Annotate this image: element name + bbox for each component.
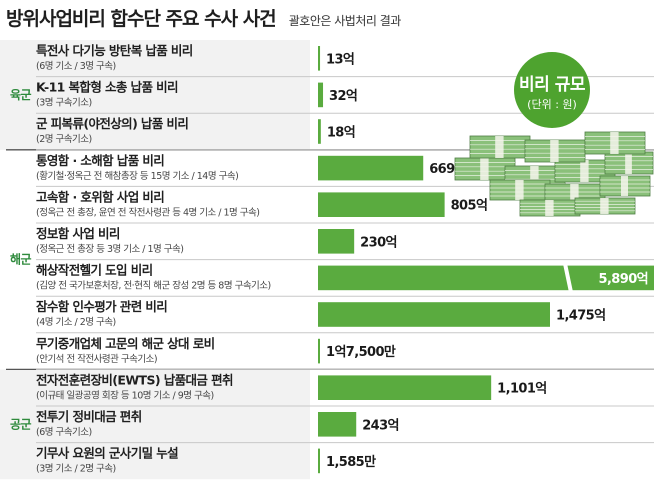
money-stack-illustration: [454, 131, 654, 217]
category-detail: (정옥근 전 총장 등 3명 기소 / 1명 구속): [36, 244, 183, 255]
value-label: 230억: [360, 235, 397, 250]
bar: [318, 192, 445, 217]
unit-badge-title: 비리 규모: [519, 75, 586, 95]
category-label: 해상작전헬기 도입 비리: [36, 263, 153, 278]
category-detail: (2명 구속기소): [36, 134, 92, 145]
bar: [318, 302, 550, 327]
value-label: 805억: [451, 199, 488, 214]
category-detail: (6명 기소 / 3명 구속): [36, 61, 116, 72]
chart-row: 무기중개업체 고문의 해군 상대 로비 (안기석 전 작전사령관 구속기소) 1억7…: [36, 332, 654, 365]
chart-row: 특전사 다기능 방탄복 납품 비리 (6명 기소 / 3명 구속) 13억: [36, 43, 355, 72]
value-label: 32억: [329, 89, 357, 104]
value-label: 1,475억: [556, 309, 605, 324]
bar: [318, 375, 492, 400]
chart-row: 전자전훈련장비(EWTS) 납품대금 편취 (이규태 일광공영 회장 등 10명 …: [36, 368, 654, 401]
category-label: 특전사 다기능 방탄복 납품 비리: [36, 43, 193, 58]
category-label: 정보함 사업 비리: [36, 226, 120, 241]
category-detail: (황기철·정옥근 전 해참총장 등 15명 기소 / 14명 구속): [36, 170, 238, 182]
category-label: K-11 복합형 소총 납품 비리: [36, 80, 178, 95]
page-title: 방위사업비리 합수단 주요 수사 사건: [6, 8, 277, 30]
chart-row: 정보함 사업 비리 (정옥근 전 총장 등 3명 기소 / 1명 구속) 230억: [36, 222, 654, 255]
category-label: 무기중개업체 고문의 해군 상대 로비: [36, 336, 215, 351]
category-label: 기무사 요원의 군사기밀 누설: [36, 446, 178, 461]
chart-row: 잠수함 인수평가 관련 비리 (4명 기소 / 2명 구속) 1,475억: [36, 295, 654, 328]
bar: [318, 82, 324, 108]
chart-row: 해상작전헬기 도입 비리 (김양 전 국가보훈처장, 전·현직 해군 장성 2명 …: [36, 259, 654, 293]
bar: [318, 155, 424, 181]
category-label: 통영함 · 소해함 납품 비리: [36, 153, 164, 168]
chart-row: 전투기 정비대금 편취 (6명 구속기소) 243억: [36, 405, 654, 438]
value-label: 243억: [362, 418, 399, 433]
category-detail: (4명 기소 / 2명 구속): [36, 317, 116, 328]
branch-band: [0, 369, 310, 480]
unit-badge-circle: [514, 52, 590, 128]
money-bundle: [604, 151, 654, 175]
money-bundle: [574, 197, 636, 215]
category-label: 잠수함 인수평가 관련 비리: [36, 299, 167, 314]
category-label: 전투기 정비대금 편취: [36, 409, 142, 424]
chart-row: 고속함 · 호위함 사업 비리 (정옥근 전 총장, 윤연 전 작전사령관 등 4…: [36, 185, 654, 218]
category-detail: (김양 전 국가보훈처장, 전·현직 해군 장성 2명 등 8명 구속기소): [36, 280, 271, 292]
value-label: 13억: [326, 52, 354, 67]
branch-label: 해군: [10, 253, 32, 267]
bar: [318, 338, 320, 364]
money-bundle: [599, 175, 651, 197]
bar: [318, 265, 654, 291]
money-bundle: [524, 139, 586, 163]
category-label: 고속함 · 호위함 사업 비리: [36, 189, 164, 204]
chart-row: 기무사 요원의 군사기밀 누설 (3명 기소 / 2명 구속) 1,585만: [36, 442, 654, 475]
value-label: 1억7,500만: [326, 344, 396, 360]
category-detail: (안기석 전 작전사령관 구속기소): [36, 353, 157, 365]
category-detail: (이규태 일광공영 회장 등 10명 기소 / 9명 구속): [36, 389, 214, 401]
branch-band: [0, 40, 310, 150]
branch-label: 공군: [10, 417, 32, 431]
unit-badge-unit: (단위 : 원): [527, 98, 577, 111]
money-bundle: [489, 179, 551, 201]
value-label: 1,101억: [497, 382, 546, 397]
value-label: 1,585만: [326, 454, 376, 470]
category-detail: (3명 기소 / 2명 구속): [36, 464, 116, 475]
money-bundle: [469, 135, 531, 159]
chart-row: 통영함 · 소해함 납품 비리 (황기철·정옥근 전 해참총장 등 15명 기소 …: [36, 149, 654, 182]
title-row: 방위사업비리 합수단 주요 수사 사건 괄호안은 사법처리 결과: [6, 4, 401, 36]
bar: [318, 46, 321, 71]
value-label: 18억: [327, 126, 355, 141]
value-label: 5,890억: [599, 272, 648, 287]
money-bundle: [584, 131, 646, 155]
bar: [318, 229, 355, 254]
bar: [318, 448, 320, 474]
bar: [318, 119, 321, 144]
unit-badge: 비리 규모 (단위 : 원): [514, 52, 590, 128]
category-detail: (정옥근 전 총장, 윤연 전 작전사령관 등 4명 기소 / 1명 구속): [36, 206, 259, 218]
bar-break-mark: [563, 263, 573, 293]
category-label: 전자전훈련장비(EWTS) 납품대금 편취: [36, 372, 233, 387]
page-subtitle: 괄호안은 사법처리 결과: [288, 14, 402, 28]
branch-label: 육군: [10, 87, 32, 102]
bar: [318, 412, 357, 437]
category-detail: (3명 구속기소): [36, 98, 92, 109]
category-label: 군 피복류(야전상의) 납품 비리: [36, 116, 188, 131]
category-detail: (6명 구속기소): [36, 427, 92, 438]
chart-row: K-11 복합형 소총 납품 비리 (3명 구속기소) 32억: [36, 76, 654, 109]
money-bundle: [519, 199, 581, 217]
